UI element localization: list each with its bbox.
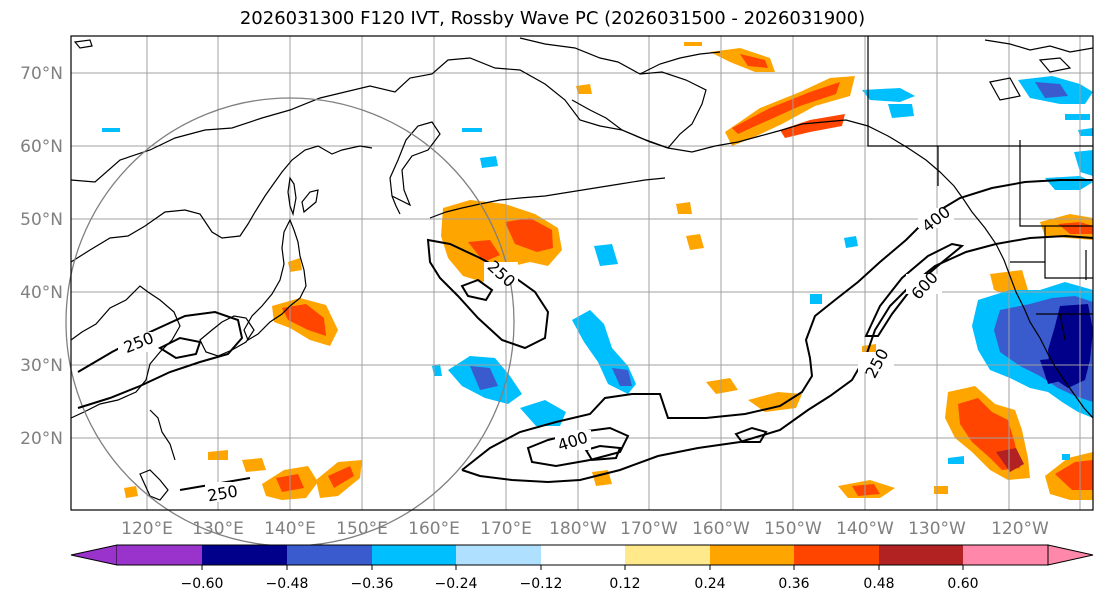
colorbar-bin [625,545,710,565]
lon-label: 160°E [408,519,460,539]
colorbar: −0.60 −0.48 −0.36 −0.24 −0.12 0.12 0.24 … [70,544,1094,592]
colorbar-tick-label: −0.48 [266,576,309,592]
colorbar-bin [541,545,625,565]
colorbar-tick-label: −0.12 [520,576,563,592]
longitude-labels: 120°E 130°E 140°E 150°E 160°E 170°E 180°… [121,519,1049,539]
lon-label: 170°W [620,519,678,539]
colorbar-tick-label: 0.36 [778,576,809,592]
lat-label: 30°N [20,356,63,376]
colorbar-bin [287,545,372,565]
colorbar-extend-low [70,544,118,566]
colorbar-tick-label: −0.36 [351,576,394,592]
map-title: 2026031300 F120 IVT, Rossby Wave PC (202… [239,8,866,29]
lon-label: 170°E [480,519,532,539]
colorbar-extend-high [1047,544,1094,566]
lat-label: 70°N [20,64,63,84]
lat-label: 40°N [20,283,63,303]
colorbar-bin [710,545,794,565]
colorbar-tick-label: 0.48 [863,576,894,592]
lon-label: 150°E [336,519,388,539]
colorbar-bin [456,545,541,565]
colorbar-tick-label: −0.24 [435,576,478,592]
lon-label: 120°W [991,519,1049,539]
lat-label: 50°N [20,210,63,230]
lon-label: 130°E [192,519,244,539]
colorbar-bin [963,545,1048,565]
colorbar-tick-label: −0.60 [181,576,224,592]
map-panel: 250 250 400 250 400 600 250 [65,35,1094,547]
colorbar-bin [794,545,879,565]
colorbar-bin [117,545,202,565]
lon-label: 180°W [549,519,607,539]
lon-label: 140°E [264,519,316,539]
lat-label: 20°N [20,429,63,449]
coastlines [70,36,1094,501]
colorbar-tick-label: 0.60 [947,576,978,592]
colorbar-bin [372,545,456,565]
colorbar-tick-label: 0.24 [694,576,725,592]
lon-label: 130°W [908,519,966,539]
lon-label: 120°E [121,519,173,539]
colorbar-bin [879,545,963,565]
colorbar-bin [202,545,287,565]
colorbar-tick-label: 0.12 [609,576,640,592]
lon-label: 150°W [764,519,822,539]
latitude-labels: 70°N 60°N 50°N 40°N 30°N 20°N [20,64,63,449]
lat-label: 60°N [20,137,63,157]
lon-label: 140°W [836,519,894,539]
lon-label: 160°W [692,519,750,539]
negative-anomaly-shading [102,76,1093,464]
